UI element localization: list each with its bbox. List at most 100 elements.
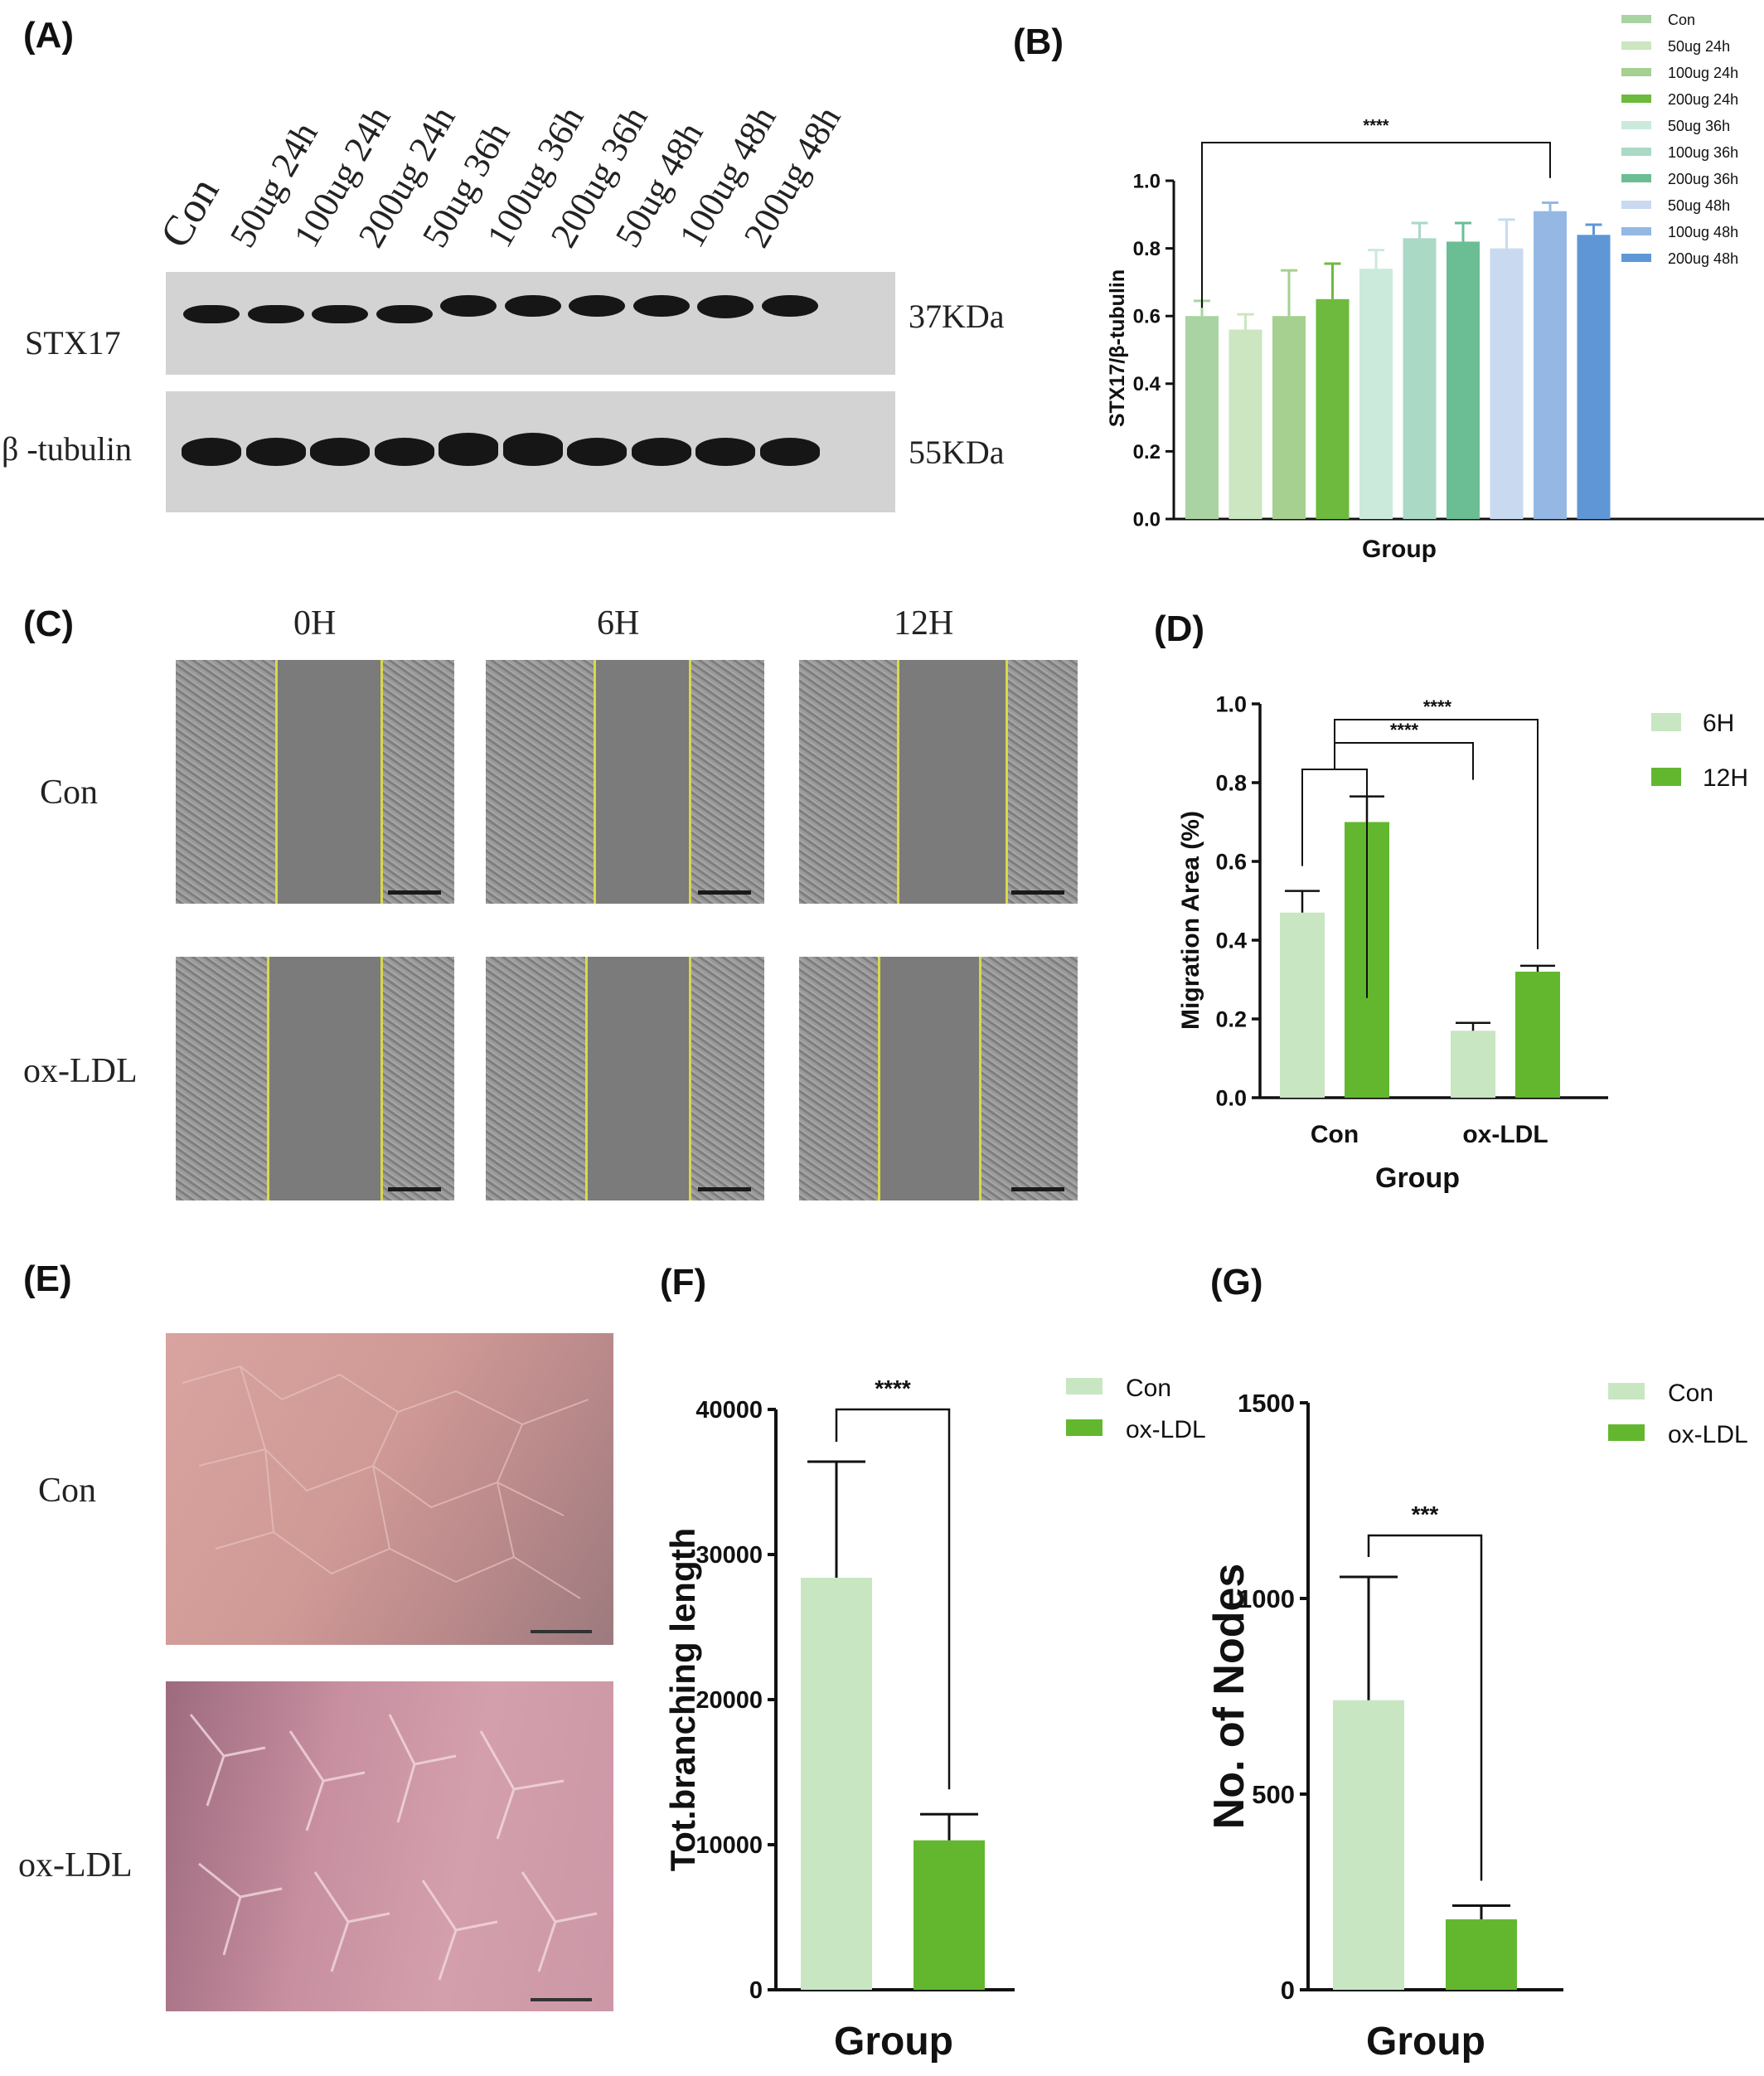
legend-label: 100ug 48h [1668,224,1738,240]
legend-swatch [1608,1424,1645,1441]
significance-bracket [1201,142,1551,308]
y-tick-label: 500 [1252,1780,1295,1809]
legend-swatch [1621,227,1651,235]
tube-image-oxldl [166,1681,613,2011]
y-tick-label: 0.6 [1215,849,1247,874]
legend-swatch [1621,174,1651,182]
chart-f-branching-length: 0 10000 20000 30000 40000 **** Group Tot.branch… [663,1375,1206,2064]
y-tick-label: 0.2 [1215,1006,1247,1031]
stx17-band [183,305,240,323]
protein-label-stx17: STX17 [25,324,121,361]
legend-swatch [1066,1378,1102,1395]
tube-row-con: Con [38,1472,97,1510]
stx17-band [440,295,497,317]
significance-label: *** [1412,1501,1439,1527]
legend-label: 100ug 36h [1668,144,1738,161]
stx17-band [761,295,818,317]
legend-swatch [1651,713,1681,731]
legend-label: 12H [1703,764,1748,792]
bar [1403,238,1437,519]
bar [1272,316,1306,519]
significance-bracket [1334,719,1539,949]
y-tick-label: 1000 [1238,1584,1295,1613]
scratch-col-0h: 0H [293,604,337,643]
y-axis-title: No. of Nodes [1205,1564,1253,1830]
panel-label-d: (D) [1154,609,1205,649]
scratch-con-12h-image [799,660,1078,904]
chart-b-stx17-ratio: 0.0 0.2 0.4 0.6 0.8 1.0 Group STX17/β-tubulin **… [1106,12,1764,563]
y-tick-label: 0.2 [1133,441,1161,463]
stx17-blot [166,272,895,375]
legend-swatch [1621,95,1651,103]
scratch-col-12h: 12H [894,604,954,643]
significance-bracket [1367,1534,1483,1881]
lane-label: Con [151,169,229,256]
tubulin-band [245,438,306,466]
tubulin-band [631,438,691,466]
legend-label: 200ug 24h [1668,91,1738,108]
legend-swatch [1621,201,1651,209]
bar [1447,241,1480,519]
x-axis-title: Group [834,2020,953,2064]
bar [801,1578,872,1990]
stx17-band [504,295,561,317]
stx17-band [312,305,368,323]
panel-label-f: (F) [660,1262,707,1302]
legend-label: 6H [1703,710,1734,737]
scratch-oxldl-0h-image [176,957,454,1200]
bar [1451,1031,1495,1098]
panel-label-b: (B) [1013,22,1064,62]
x-axis-title: Group [1366,2020,1485,2064]
panel-label-g: (G) [1210,1262,1263,1302]
significance-bracket [835,1408,951,1790]
western-blot-panel: Con 50ug 24h 100ug 24h 200ug 24h 50ug 36h 100… [0,0,1044,531]
significance-label: **** [1390,720,1419,740]
y-tick-label: 30000 [695,1542,763,1569]
legend-swatch [1066,1419,1102,1436]
legend-label: 100ug 24h [1668,65,1738,81]
y-tick-label: 40000 [695,1397,763,1424]
tubulin-blot [166,391,895,512]
x-tick-label: ox-LDL [1462,1121,1548,1148]
y-tick-label: 0.8 [1215,770,1247,795]
tubulin-band [182,438,241,466]
legend-swatch [1621,68,1651,76]
legend-swatch [1621,148,1651,156]
bar [1280,912,1325,1098]
legend-swatch [1621,41,1651,50]
y-tick-label: 0.6 [1133,306,1161,328]
legend-swatch [1608,1383,1645,1399]
tubulin-band [759,438,820,466]
y-tick-label: 1500 [1238,1389,1295,1418]
bar [1515,972,1560,1098]
y-tick-label: 1.0 [1215,691,1247,716]
tubulin-band [439,433,498,466]
bar [1316,298,1350,519]
significance-bracket [1334,742,1474,780]
legend-label: 50ug 36h [1668,118,1730,134]
scratch-row-con: Con [40,774,99,812]
legend-label: 50ug 48h [1668,197,1730,214]
tubulin-band [567,438,627,466]
bar [1333,1700,1404,1990]
y-axis-title: Tot.branching length [663,1528,702,1872]
legend-swatch [1621,254,1651,262]
legend-label: Con [1126,1375,1171,1402]
bar [1577,235,1611,519]
legend-label: ox-LDL [1668,1421,1748,1448]
legend-swatch [1621,15,1651,23]
legend-label: 200ug 48h [1668,250,1738,267]
tubulin-band [502,433,563,466]
scratch-con-6h-image [486,660,764,904]
y-tick-label: 0.4 [1133,373,1161,395]
size-label-37kda: 37KDa [909,298,1005,335]
tubulin-band [374,438,434,466]
tube-row-oxldl: ox-LDL [18,1846,133,1884]
size-label-55kda: 55KDa [909,434,1005,471]
significance-label: **** [875,1375,911,1401]
y-tick-label: 0.0 [1215,1085,1247,1110]
panel-label-e: (E) [23,1259,72,1299]
bar [1228,329,1262,519]
scratch-oxldl-12h-image [799,957,1078,1200]
